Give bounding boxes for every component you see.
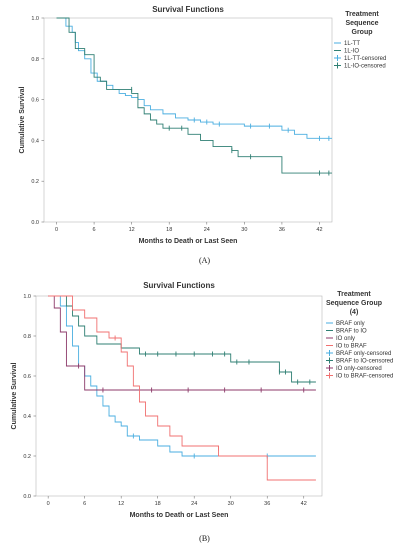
legend-item-label: IO to BRAF-censored xyxy=(336,374,393,380)
legend-title: Treatment xyxy=(337,291,371,298)
legend-item-label: 1L-TT-censored xyxy=(344,56,386,62)
y-tick-label: 1.0 xyxy=(23,294,31,300)
legend-item-label: BRAF to IO-censored xyxy=(336,359,393,365)
x-tick-label: 30 xyxy=(241,227,247,233)
x-tick-label: 42 xyxy=(316,227,322,233)
legend-item-label: IO only xyxy=(336,336,355,342)
chart-title: Survival Functions xyxy=(152,5,224,14)
legend-item-label: BRAF to IO xyxy=(336,329,367,335)
y-tick-label: 0.8 xyxy=(31,57,39,63)
legend-item-label: BRAF only xyxy=(336,321,365,327)
x-tick-label: 24 xyxy=(191,501,197,507)
x-tick-label: 36 xyxy=(264,501,270,507)
series-line xyxy=(56,17,332,174)
legend-item-label: 1L-IO xyxy=(344,49,359,55)
y-tick-label: 0.4 xyxy=(31,138,39,144)
y-tick-label: 0.0 xyxy=(23,494,31,500)
survival-chart-a: Survival Functions Months to Death or Las… xyxy=(19,5,386,245)
y-tick-label: 0.6 xyxy=(23,374,31,380)
x-tick-label: 18 xyxy=(155,501,161,507)
plot-frame xyxy=(35,295,323,497)
survival-chart-b: Survival Functions Months to Death or Las… xyxy=(11,281,393,519)
legend-item-label: BRAF only-censored xyxy=(336,351,391,357)
series-line xyxy=(48,295,316,383)
x-tick-label: 6 xyxy=(93,227,96,233)
y-axis-label: Cumulative Survival xyxy=(19,86,26,153)
legend-item-label: 1L-IO-censored xyxy=(344,64,386,70)
chart-title: Survival Functions xyxy=(143,281,215,290)
legend-item-label: IO only-censored xyxy=(336,366,382,372)
x-tick-label: 6 xyxy=(83,501,86,507)
x-tick-label: 18 xyxy=(166,227,172,233)
legend-title: Group xyxy=(352,29,373,36)
x-tick-label: 0 xyxy=(55,227,58,233)
legend-title: Sequence Group xyxy=(326,300,382,307)
x-tick-label: 12 xyxy=(118,501,124,507)
series-line xyxy=(56,17,332,139)
x-tick-label: 42 xyxy=(301,501,307,507)
y-axis-label: Cumulative Survival xyxy=(11,362,18,429)
y-tick-label: 0.6 xyxy=(31,98,39,104)
y-tick-label: 0.0 xyxy=(31,220,39,226)
panel-label-a: (A) xyxy=(198,256,211,265)
x-tick-label: 12 xyxy=(129,227,135,233)
y-tick-label: 0.4 xyxy=(23,414,31,420)
x-tick-label: 24 xyxy=(204,227,210,233)
series-line xyxy=(48,295,316,391)
x-tick-label: 30 xyxy=(228,501,234,507)
y-tick-label: 0.2 xyxy=(31,179,39,185)
y-tick-label: 0.2 xyxy=(23,454,31,460)
legend-item-label: 1L-TT xyxy=(344,41,360,47)
legend-title: Sequence xyxy=(345,20,378,27)
panel-label-b: (B) xyxy=(199,534,210,543)
x-axis-label: Months to Death or Last Seen xyxy=(139,238,238,245)
series-line xyxy=(48,295,316,457)
series-line xyxy=(48,295,316,481)
legend-item-label: IO to BRAF xyxy=(336,344,367,350)
x-tick-label: 36 xyxy=(279,227,285,233)
legend-title: Treatment xyxy=(345,11,379,18)
legend-title: (4) xyxy=(350,309,359,316)
y-tick-label: 0.8 xyxy=(23,334,31,340)
x-tick-label: 0 xyxy=(47,501,50,507)
x-axis-label: Months to Death or Last Seen xyxy=(130,512,229,519)
plot-frame xyxy=(43,17,333,223)
y-tick-label: 1.0 xyxy=(31,16,39,22)
